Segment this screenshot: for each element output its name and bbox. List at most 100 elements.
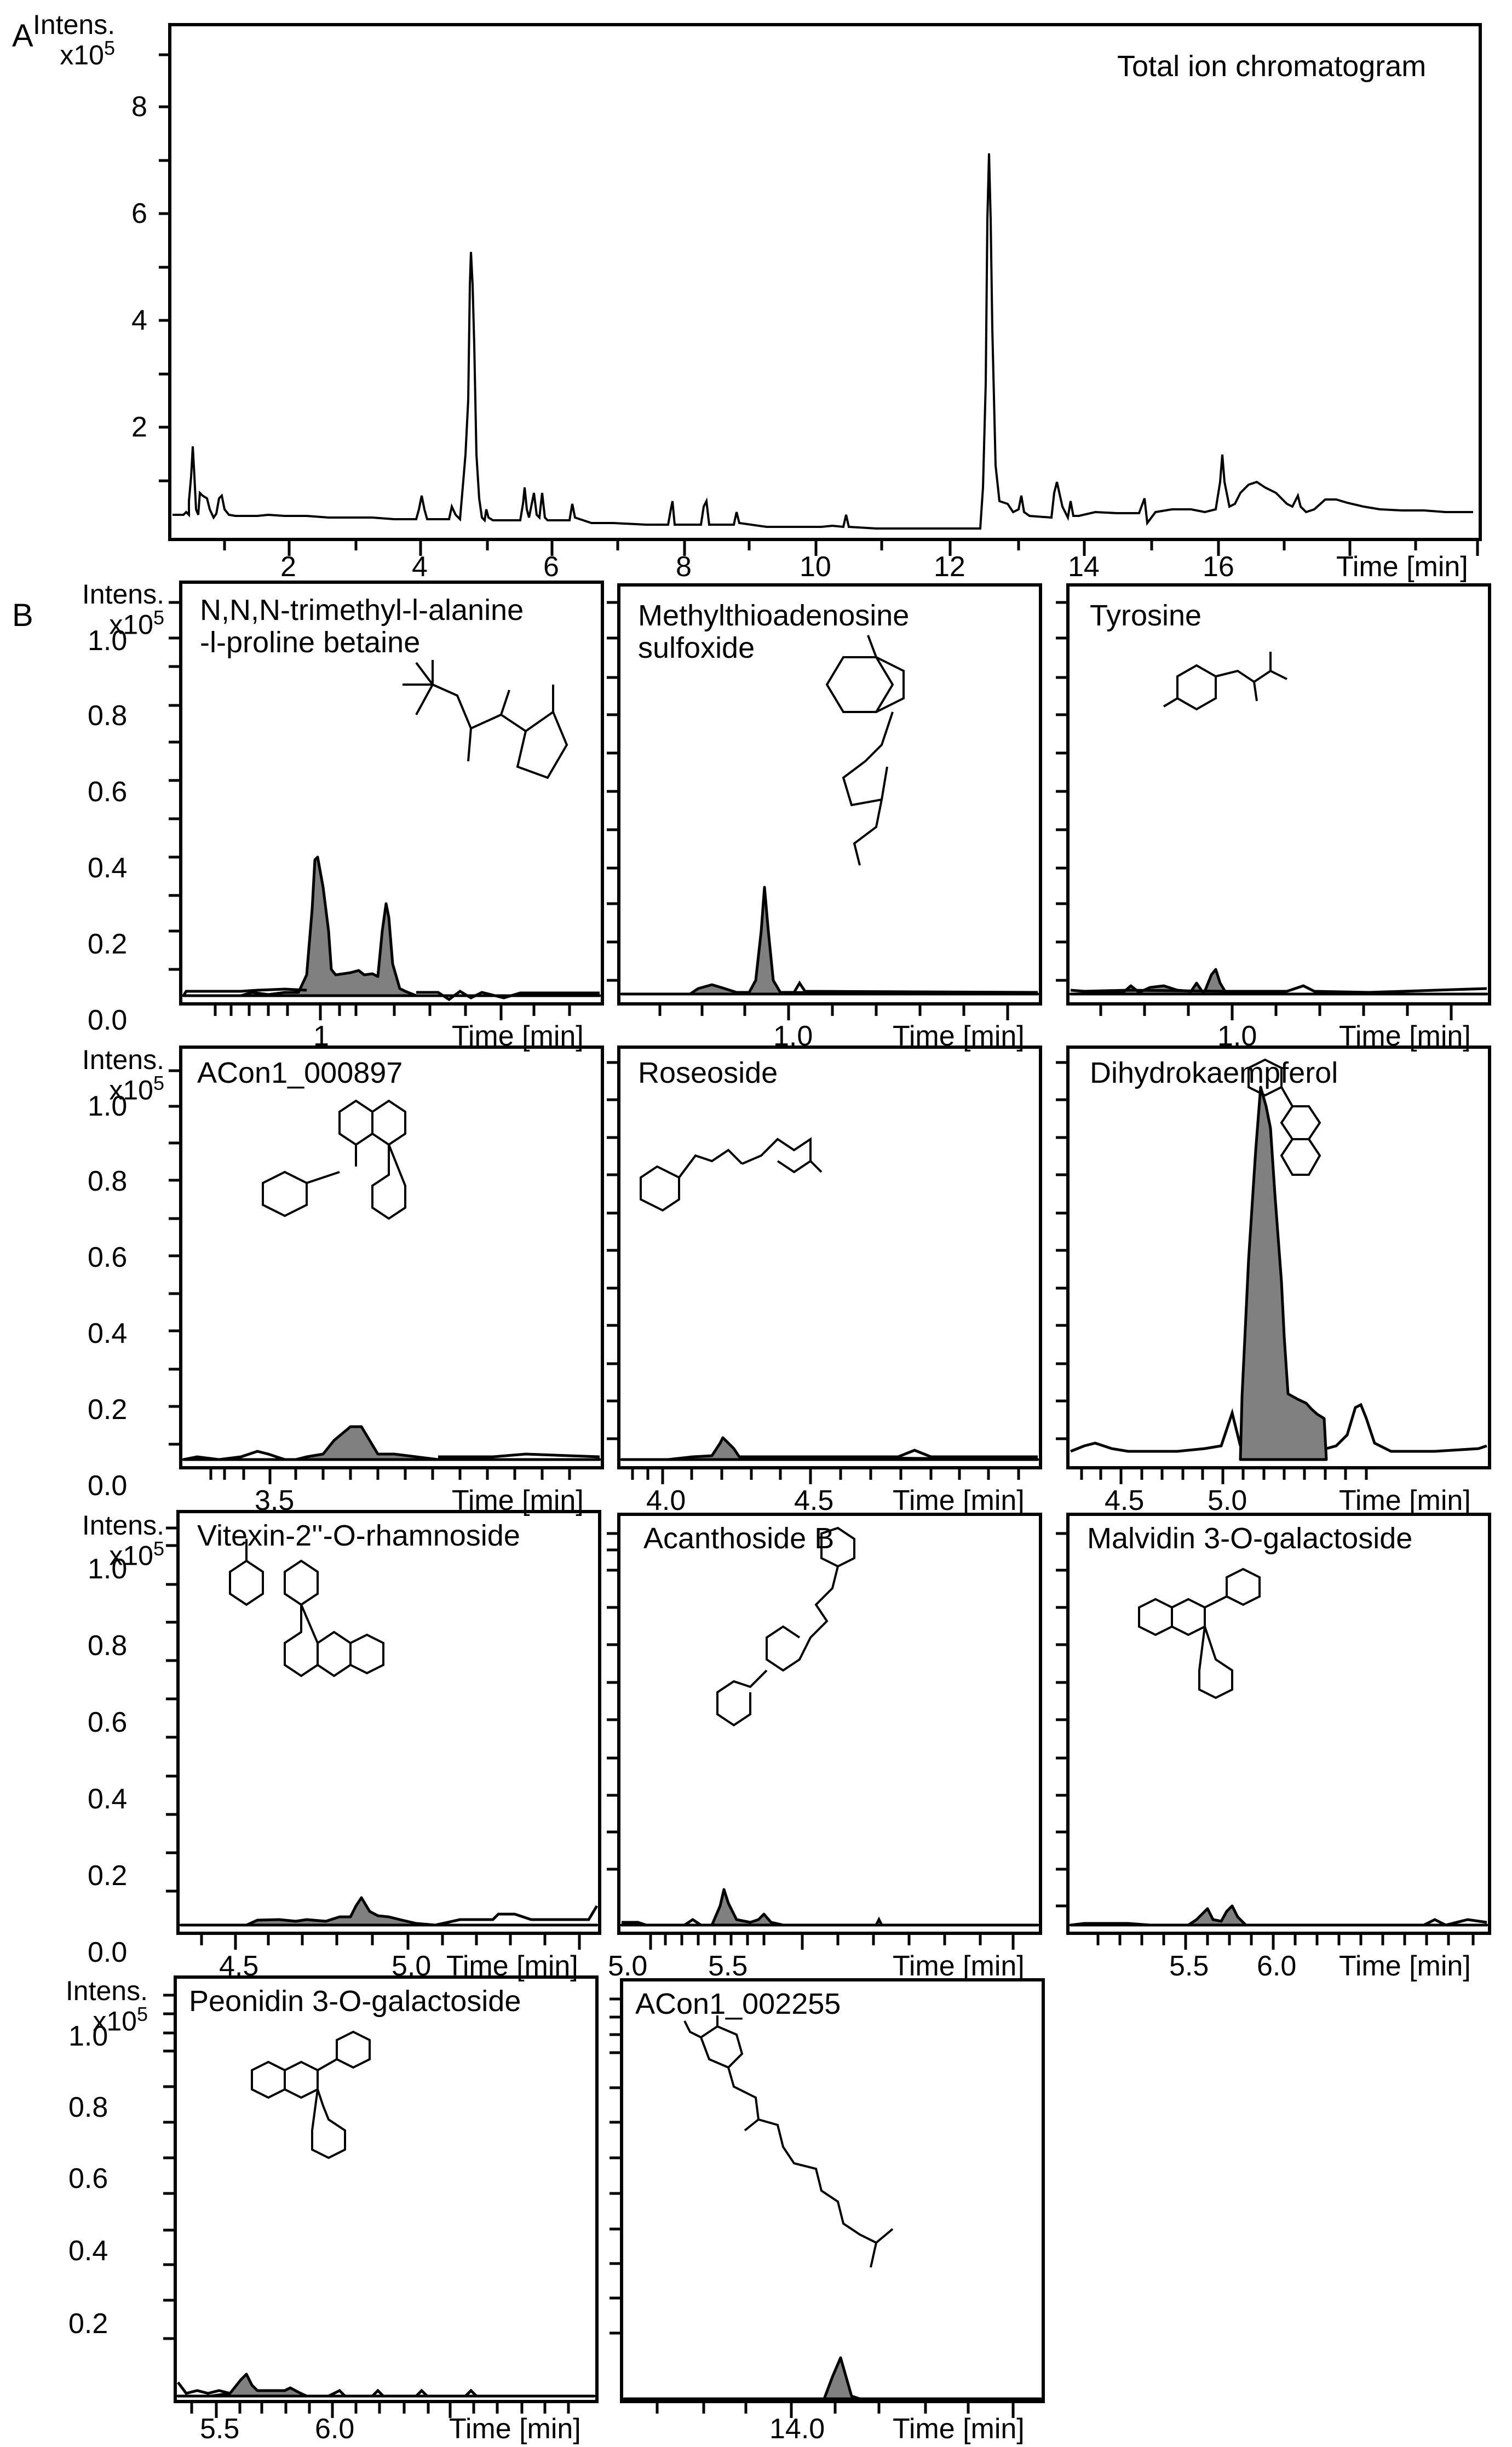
y-tick: 0.2: [88, 1860, 128, 1892]
x-tick-b1: 1: [313, 1020, 329, 1052]
y-scale-prefix: x10: [109, 609, 153, 640]
y-tick: 0.6: [88, 776, 128, 808]
panel-b-label: B: [12, 598, 33, 633]
y-label-text: Intens.: [82, 579, 164, 610]
x-tick-b10: 5.5: [200, 2413, 240, 2445]
x-tick-b9: 5.5: [1169, 1950, 1209, 1982]
row3-y-axis: Intens. x105: [38, 1512, 164, 1570]
y-tick: 0.4: [88, 852, 128, 884]
y-tick: 0.8: [88, 1165, 128, 1197]
eic-title-b10: Peonidin 3-O-galactoside: [189, 1985, 521, 2018]
eic-title-b5: Roseoside: [638, 1056, 778, 1089]
x-tick-b8: 5.0: [608, 1950, 648, 1982]
tic-x-tick: 16: [1203, 551, 1234, 583]
x-tick-b2: 1.0: [773, 1020, 813, 1052]
x-tick-b8: 5.5: [708, 1950, 748, 1982]
tic-title: Total ion chromatogram: [1117, 50, 1427, 83]
x-axis-label-b7: Time [min]: [446, 1950, 578, 1982]
x-tick-b9: 6.0: [1257, 1950, 1297, 1982]
row2-y-axis: Intens. x105: [38, 1046, 164, 1104]
y-tick: 0.6: [88, 1242, 128, 1273]
y-tick: 1.0: [88, 1553, 128, 1585]
x-axis-label-b3: Time [min]: [1339, 1020, 1471, 1052]
x-axis-label-b11: Time [min]: [893, 2413, 1025, 2445]
eic-title-b1: N,N,N-trimethyl-l-alanine -l-proline bet…: [200, 594, 524, 659]
y-tick: 0.4: [88, 1783, 128, 1815]
y-tick: 1.0: [88, 625, 128, 657]
y-tick: 0.8: [88, 1630, 128, 1662]
x-axis-label-b8: Time [min]: [893, 1950, 1025, 1982]
tic-x-tick: 6: [543, 551, 559, 583]
y-scale-prefix: x10: [93, 2006, 137, 2037]
tic-x-tick: 14: [1068, 551, 1100, 583]
x-tick-b6: 4.5: [1105, 1485, 1145, 1517]
y-tick: 0.0: [88, 1470, 128, 1502]
y-tick: 1.0: [68, 2020, 108, 2052]
eic-title-b4: ACon1_000897: [197, 1056, 403, 1089]
y-tick: 0.8: [88, 700, 128, 732]
eic-title-b7: Vitexin-2''-O-rhamnoside: [197, 1519, 520, 1552]
row1-y-axis: Intens. x105: [38, 581, 164, 639]
y-tick: 0.4: [88, 1318, 128, 1349]
y-scale-prefix: x10: [109, 1540, 153, 1571]
eic-title-b11: ACon1_002255: [635, 1988, 841, 2020]
y-scale-exp: 5: [153, 606, 164, 629]
tic-x-tick: 2: [280, 551, 296, 583]
x-tick-b6: 5.0: [1208, 1485, 1247, 1517]
y-scale-exp: 5: [153, 1537, 164, 1560]
tic-y-tick-4: 4: [131, 305, 147, 336]
tic-x-tick: 12: [934, 551, 965, 583]
x-axis-label-b9: Time [min]: [1339, 1950, 1471, 1982]
y-tick: 0.6: [88, 1707, 128, 1738]
eic-title-b3: Tyrosine: [1090, 599, 1202, 632]
y-label-text: Intens.: [82, 1510, 164, 1541]
y-tick: 0.8: [68, 2092, 108, 2123]
y-label-text: Intens.: [82, 1044, 164, 1075]
y-label-text: Intens.: [65, 1975, 148, 2006]
tic-y-tick-6: 6: [131, 198, 147, 229]
x-tick-b3: 1.0: [1217, 1020, 1257, 1052]
eic-title-b8: Acanthoside B: [643, 1522, 835, 1555]
x-axis-label-b6: Time [min]: [1339, 1485, 1471, 1517]
y-tick: 0.2: [88, 928, 128, 960]
x-tick-b4: 3.5: [255, 1485, 295, 1517]
y-scale-exp: 5: [104, 37, 115, 59]
y-tick: 0.2: [88, 1394, 128, 1426]
x-tick-b5: 4.5: [794, 1485, 834, 1517]
y-scale-exp: 5: [153, 1072, 164, 1094]
tic-x-tick: 8: [676, 551, 692, 583]
x-axis-label-b10: Time [min]: [449, 2413, 581, 2445]
y-label-text: Intens.: [33, 9, 116, 40]
tic-y-tick-8: 8: [131, 91, 147, 123]
panel-a-label: A: [12, 18, 33, 54]
x-tick-b7: 4.5: [219, 1950, 259, 1982]
x-tick-b5: 4.0: [646, 1485, 686, 1517]
tic-x-tick: 4: [412, 551, 428, 583]
tic-x-tick: 10: [800, 551, 831, 583]
x-axis-label-b2: Time [min]: [893, 1020, 1025, 1052]
tic-y-tick-2: 2: [131, 411, 147, 443]
x-tick-b7: 5.0: [392, 1950, 432, 1982]
row4-y-axis: Intens. x105: [22, 1977, 148, 2035]
y-tick: 0.0: [88, 1937, 128, 1968]
structure-sketches: [229, 635, 1321, 2268]
x-axis-label-b1: Time [min]: [452, 1020, 584, 1052]
y-tick: 0.2: [68, 2308, 108, 2340]
y-scale-prefix: x10: [60, 39, 104, 71]
x-tick-b11: 14.0: [769, 2413, 825, 2445]
tic-x-axis-label: Time [min]: [1336, 551, 1468, 583]
y-tick: 0.6: [68, 2163, 108, 2195]
tic-y-axis-label: Intens. x105: [33, 11, 115, 69]
eic-title-b9: Malvidin 3-O-galactoside: [1087, 1522, 1413, 1555]
eic-title-b6: Dihydrokaempferol: [1090, 1056, 1338, 1089]
x-tick-b10: 6.0: [315, 2413, 355, 2445]
y-scale-exp: 5: [136, 2003, 148, 2025]
y-scale-prefix: x10: [109, 1075, 153, 1106]
y-tick: 1.0: [88, 1090, 128, 1122]
x-axis-label-b4: Time [min]: [452, 1485, 584, 1517]
y-tick: 0.4: [68, 2235, 108, 2267]
eic-title-b2: Methylthioadenosine sulfoxide: [638, 599, 910, 665]
x-axis-label-b5: Time [min]: [893, 1485, 1025, 1517]
